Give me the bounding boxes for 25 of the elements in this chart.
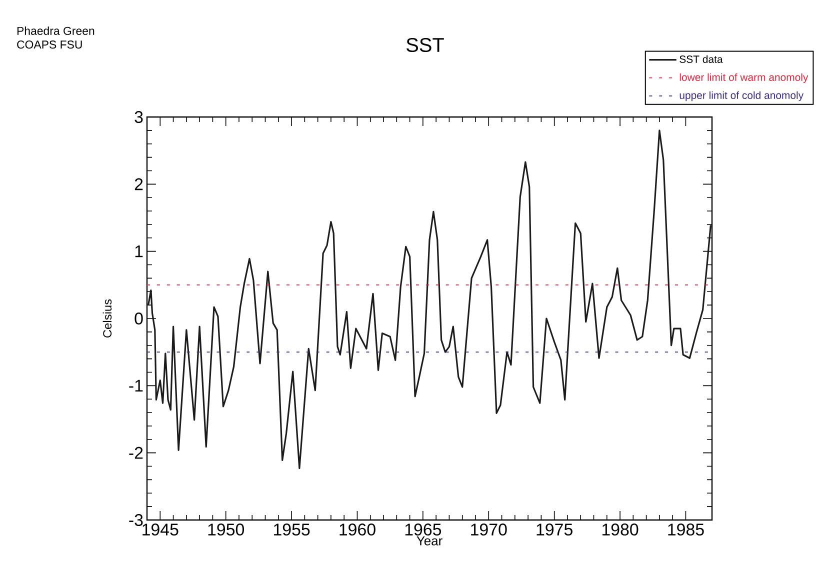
- y-axis-title: Celsius: [102, 299, 112, 338]
- x-axis-title: Year: [416, 536, 442, 546]
- text: Phaedra Green: [17, 26, 94, 35]
- x-tick-label: 1955: [274, 524, 310, 536]
- x-tick-label: 1980: [602, 524, 638, 536]
- y-tick-label: -1: [129, 380, 143, 392]
- text: COAPS FSU: [17, 40, 82, 49]
- legend-label: upper limit of cold anomoly: [680, 91, 804, 102]
- x-tick-label: 1970: [471, 524, 507, 536]
- y-tick-label: 3: [134, 111, 143, 123]
- x-tick-label: 1960: [340, 524, 376, 536]
- y-tick-label: 0: [134, 312, 143, 324]
- x-tick-label: 1975: [536, 524, 572, 536]
- chart-title: SST: [406, 38, 444, 52]
- legend-label: lower limit of warm anomoly: [680, 73, 808, 84]
- x-tick-label: 1945: [142, 524, 178, 536]
- line-series: [148, 130, 712, 470]
- y-tick-label: 2: [134, 178, 143, 190]
- legend-label: SST data: [680, 55, 723, 63]
- y-tick-label: 1: [135, 246, 143, 258]
- x-tick-label: 1985: [668, 524, 704, 536]
- x-tick-label: 1965: [405, 524, 442, 536]
- x-tick-label: 1950: [208, 524, 244, 536]
- y-tick-label: -2: [129, 446, 143, 459]
- y-tick-label: -3: [129, 514, 143, 526]
